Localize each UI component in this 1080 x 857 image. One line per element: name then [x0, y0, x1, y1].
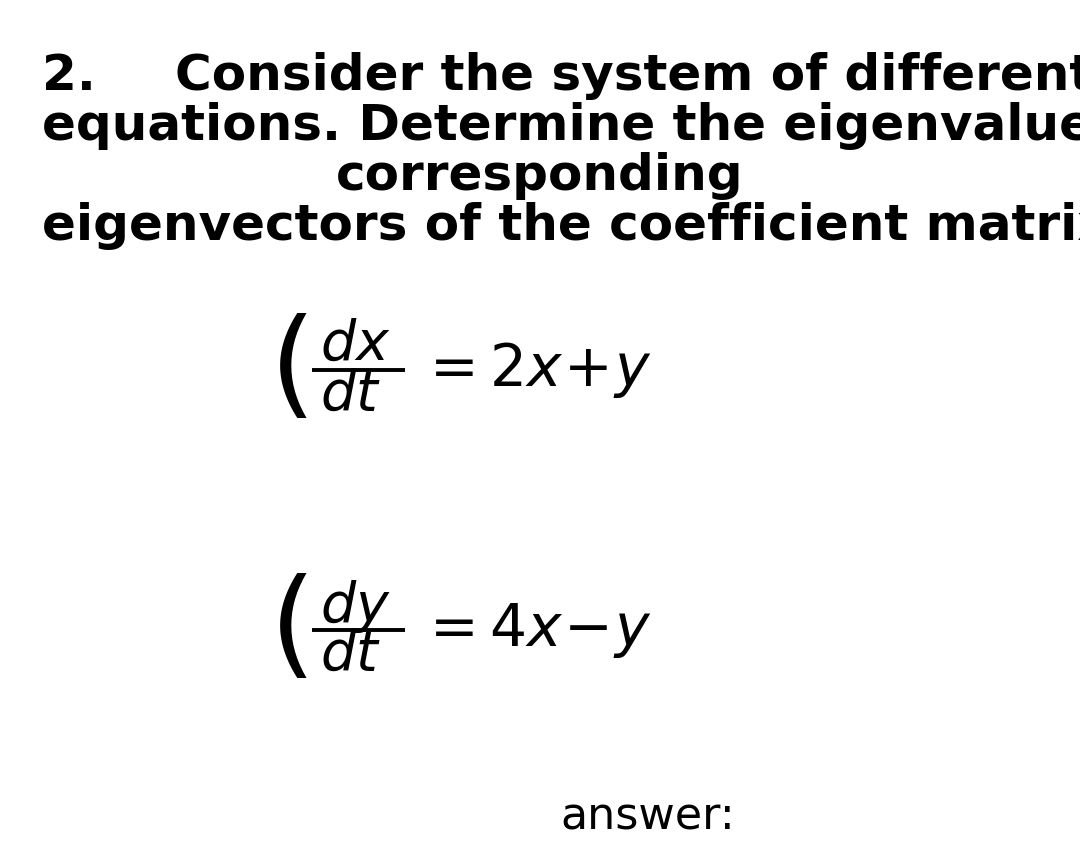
Text: equations. Determine the eigenvalues and: equations. Determine the eigenvalues and — [42, 102, 1080, 150]
Text: $= 2x\!+\! y$: $= 2x\!+\! y$ — [418, 340, 651, 400]
Text: $\mathit{dy}$: $\mathit{dy}$ — [320, 578, 391, 635]
Text: $\mathit{dt}$: $\mathit{dt}$ — [320, 368, 380, 422]
Text: $\mathit{dt}$: $\mathit{dt}$ — [320, 628, 380, 682]
Text: Consider the system of differential: Consider the system of differential — [175, 52, 1080, 100]
Text: (: ( — [270, 313, 316, 428]
Text: $= 4x\!-\! y$: $= 4x\!-\! y$ — [418, 601, 651, 660]
Text: corresponding: corresponding — [336, 152, 744, 200]
Text: eigenvectors of the coefficient matrix.: eigenvectors of the coefficient matrix. — [42, 202, 1080, 250]
Text: answer:: answer: — [561, 795, 734, 838]
Text: (: ( — [270, 572, 316, 687]
Text: 2.: 2. — [42, 52, 96, 100]
Text: $\mathit{dx}$: $\mathit{dx}$ — [320, 318, 391, 372]
